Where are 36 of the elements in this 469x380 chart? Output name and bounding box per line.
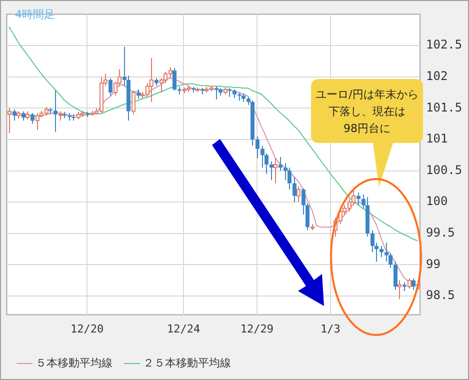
y-tick-label: 102	[426, 68, 448, 83]
annotation: 下落し、現在は	[328, 104, 406, 120]
candlestick	[108, 78, 112, 96]
annotation: 4時間足	[15, 7, 55, 22]
legend-label: ２５本移動平均線	[143, 356, 231, 370]
candlestick	[54, 90, 58, 132]
y-tick-label: 101.5	[426, 100, 462, 114]
x-tick-label: 12/29	[240, 322, 274, 336]
x-tick-label: 12/24	[166, 322, 200, 336]
candlestick	[278, 156, 282, 172]
x-tick-label: 12/20	[70, 322, 104, 336]
y-tick-label: 99.5	[426, 226, 455, 240]
candlestick	[356, 192, 360, 206]
candlestick	[172, 68, 176, 92]
candlestick	[256, 136, 260, 159]
candlestick	[136, 88, 140, 100]
candlestick	[288, 167, 292, 190]
y-tick-label: 102.5	[426, 38, 462, 52]
annotation: 98円台に	[342, 121, 392, 137]
y-tick-label: 100.5	[426, 162, 462, 177]
candlestick	[214, 86, 218, 100]
candlestick	[270, 160, 274, 181]
annotation: ユーロ/円は年末から	[314, 87, 420, 103]
candlestick	[380, 245, 384, 258]
candlestick	[30, 112, 34, 124]
y-tick-label: 99	[426, 256, 440, 271]
legend-label: ５本移動平均線	[36, 356, 112, 370]
y-tick-label: 101	[426, 132, 448, 146]
candlestick	[292, 176, 296, 203]
candlestick	[12, 108, 16, 122]
candlestick	[22, 110, 26, 122]
y-tick-label: 100	[426, 194, 448, 208]
x-tick-label: 1/3	[320, 322, 340, 336]
y-tick-label: 98.5	[426, 288, 455, 302]
candlestick	[412, 278, 416, 290]
candlestick	[394, 261, 398, 290]
